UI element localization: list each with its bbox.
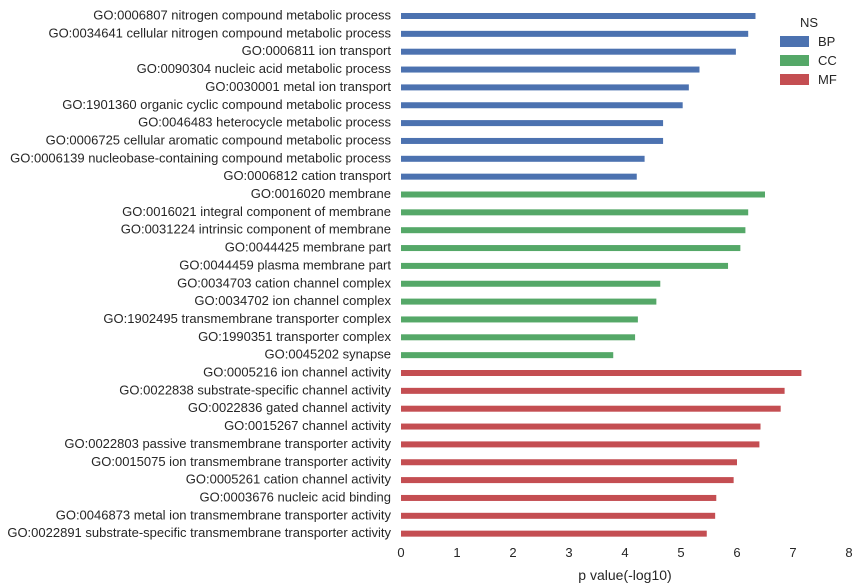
x-tick-label: 0 xyxy=(397,545,404,560)
legend-title: NS xyxy=(800,15,818,30)
category-label: GO:0015075 ion transmembrane transporter… xyxy=(91,454,391,469)
bar-mf xyxy=(401,441,760,448)
bar-cc xyxy=(401,316,638,323)
category-label: GO:0045202 synapse xyxy=(265,347,391,362)
bar-mf xyxy=(401,512,716,519)
bar-cc xyxy=(401,191,765,198)
category-label: GO:0044425 membrane part xyxy=(225,240,392,255)
category-label: GO:0022836 gated channel activity xyxy=(188,400,392,415)
bar-mf xyxy=(401,370,802,376)
bar-cc xyxy=(401,262,729,269)
x-tick-label: 3 xyxy=(565,545,572,560)
bar-mf xyxy=(401,459,737,466)
category-label: GO:0044459 plasma membrane part xyxy=(179,257,391,272)
bar-mf xyxy=(401,387,785,394)
x-tick-label: 4 xyxy=(621,545,628,560)
x-axis-title: p value(-log10) xyxy=(578,567,671,583)
category-label: GO:0016021 integral component of membran… xyxy=(122,204,391,219)
category-label: GO:0016020 membrane xyxy=(251,186,391,201)
bar-bp xyxy=(401,30,749,37)
bar-cc xyxy=(401,334,636,341)
legend-label-bp: BP xyxy=(818,34,835,49)
legend: NS BP CC MF xyxy=(780,15,837,87)
bar-bp xyxy=(401,137,664,144)
bar-bp xyxy=(401,84,689,91)
category-label: GO:0046873 metal ion transmembrane trans… xyxy=(56,507,392,522)
bar-bp xyxy=(401,173,637,180)
x-tick-label: 6 xyxy=(733,545,740,560)
bar-bp xyxy=(401,155,645,162)
category-label: GO:0034703 cation channel complex xyxy=(177,275,391,290)
category-label: GO:0090304 nucleic acid metabolic proces… xyxy=(137,61,392,76)
category-label: GO:0005261 cation channel activity xyxy=(186,472,392,487)
bar-bp xyxy=(401,120,664,127)
bar-mf xyxy=(401,423,761,430)
x-tick-label: 2 xyxy=(509,545,516,560)
category-label: GO:0005216 ion channel activity xyxy=(203,365,391,380)
category-label: GO:1990351 transporter complex xyxy=(198,329,391,344)
bar-cc xyxy=(401,352,614,359)
category-labels: GO:0006807 nitrogen compound metabolic p… xyxy=(7,8,391,541)
legend-label-mf: MF xyxy=(818,72,837,87)
category-label: GO:0022838 substrate-specific channel ac… xyxy=(119,382,391,397)
category-label: GO:0022803 passive transmembrane transpo… xyxy=(64,436,391,451)
bar-bp xyxy=(401,13,756,19)
category-label: GO:0022891 substrate-specific transmembr… xyxy=(7,525,391,540)
bar-cc xyxy=(401,298,657,305)
x-tick-label: 5 xyxy=(677,545,684,560)
legend-items: BP CC MF xyxy=(780,34,837,87)
bar-cc xyxy=(401,227,746,234)
legend-swatch-cc xyxy=(780,55,809,66)
bars-group xyxy=(401,13,802,537)
category-label: GO:0003676 nucleic acid binding xyxy=(199,489,391,504)
category-label: GO:0006725 cellular aromatic compound me… xyxy=(46,132,392,147)
legend-swatch-mf xyxy=(780,74,809,85)
x-tick-label: 1 xyxy=(453,545,460,560)
category-label: GO:0030001 metal ion transport xyxy=(205,79,391,94)
category-label: GO:0046483 heterocycle metabolic process xyxy=(138,115,391,130)
bar-mf xyxy=(401,477,734,484)
x-tick-label: 8 xyxy=(845,545,852,560)
bar-bp xyxy=(401,102,683,109)
bar-mf xyxy=(401,530,707,537)
bar-cc xyxy=(401,280,661,287)
bar-bp xyxy=(401,48,736,55)
category-label: GO:0034702 ion channel complex xyxy=(194,293,391,308)
category-label: GO:0006812 cation transport xyxy=(223,168,391,183)
category-label: GO:0006807 nitrogen compound metabolic p… xyxy=(93,8,391,23)
bar-cc xyxy=(401,209,749,216)
bar-bp xyxy=(401,66,700,73)
legend-label-cc: CC xyxy=(818,53,837,68)
category-label: GO:0006811 ion transport xyxy=(242,43,392,58)
bar-mf xyxy=(401,405,781,412)
x-tick-label: 7 xyxy=(789,545,796,560)
category-label: GO:1902495 transmembrane transporter com… xyxy=(103,311,391,326)
legend-swatch-bp xyxy=(780,36,809,47)
bar-cc xyxy=(401,245,741,252)
category-label: GO:0034641 cellular nitrogen compound me… xyxy=(48,25,391,40)
category-label: GO:1901360 organic cyclic compound metab… xyxy=(62,97,391,112)
bar-mf xyxy=(401,494,717,501)
category-label: GO:0006139 nucleobase-containing compoun… xyxy=(10,150,391,165)
category-label: GO:0015267 channel activity xyxy=(224,418,391,433)
x-axis-ticks: 0 1 2 3 4 5 6 7 8 xyxy=(397,545,852,560)
category-label: GO:0031224 intrinsic component of membra… xyxy=(121,222,391,237)
